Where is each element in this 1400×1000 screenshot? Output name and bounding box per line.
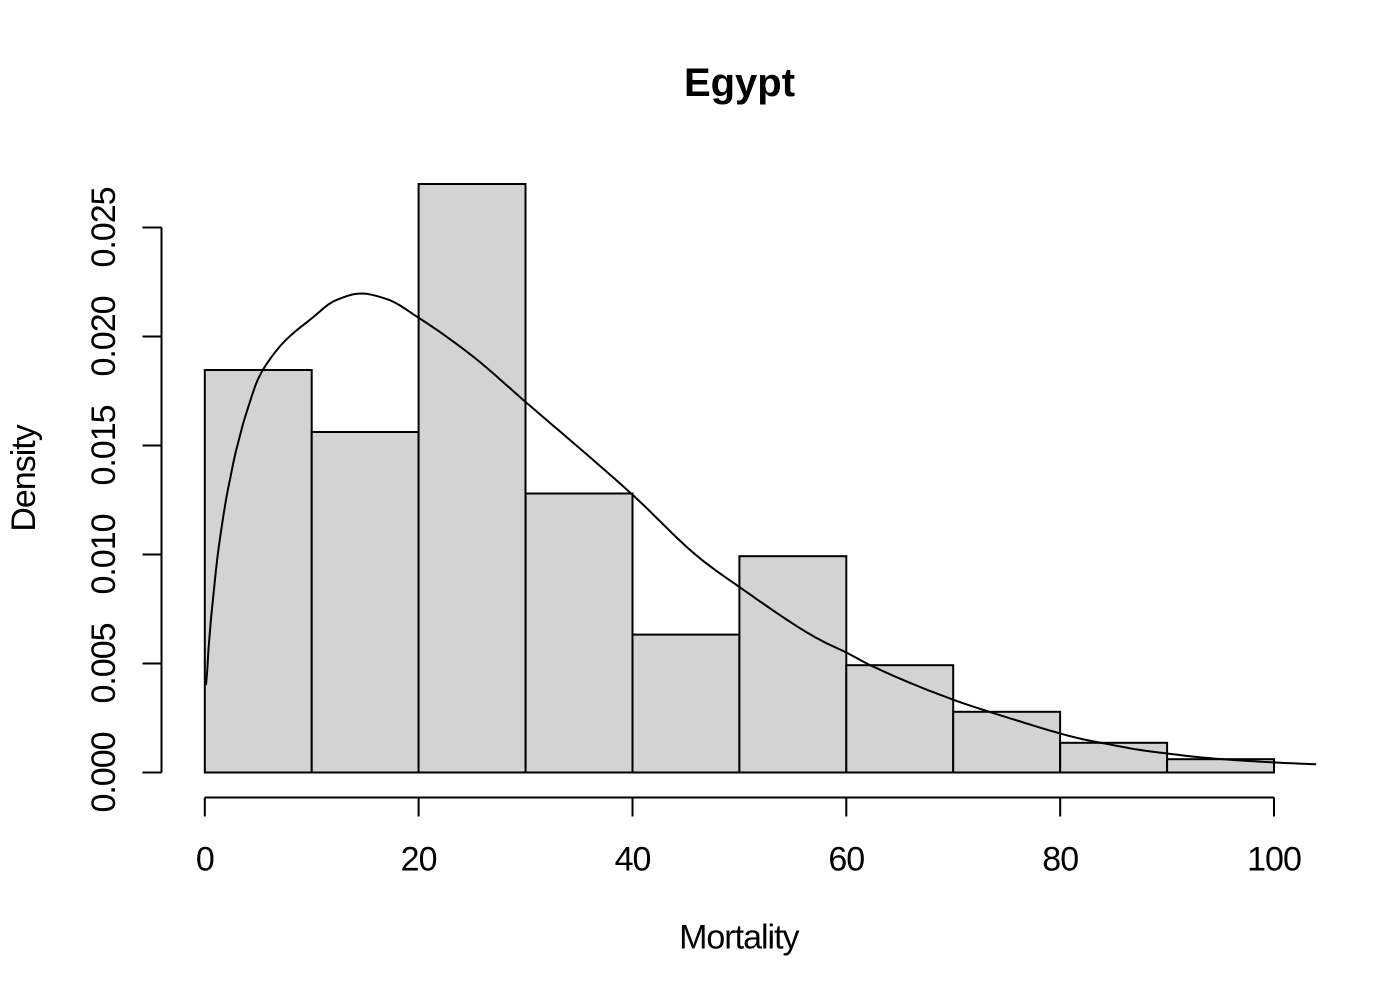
svg-text:60: 60 bbox=[828, 841, 864, 879]
svg-text:Density: Density bbox=[5, 424, 43, 531]
svg-text:Egypt: Egypt bbox=[684, 61, 795, 105]
svg-text:20: 20 bbox=[401, 841, 437, 879]
svg-text:100: 100 bbox=[1247, 841, 1301, 879]
svg-text:0.015: 0.015 bbox=[85, 405, 123, 485]
svg-text:80: 80 bbox=[1042, 841, 1078, 879]
svg-text:0.010: 0.010 bbox=[85, 514, 123, 594]
svg-text:40: 40 bbox=[615, 841, 651, 879]
svg-text:0.025: 0.025 bbox=[85, 187, 123, 267]
svg-text:0: 0 bbox=[196, 841, 214, 879]
svg-text:0.005: 0.005 bbox=[85, 623, 123, 703]
svg-text:Mortality: Mortality bbox=[679, 918, 799, 956]
svg-text:0.020: 0.020 bbox=[85, 296, 123, 376]
svg-text:0.000: 0.000 bbox=[85, 732, 123, 812]
